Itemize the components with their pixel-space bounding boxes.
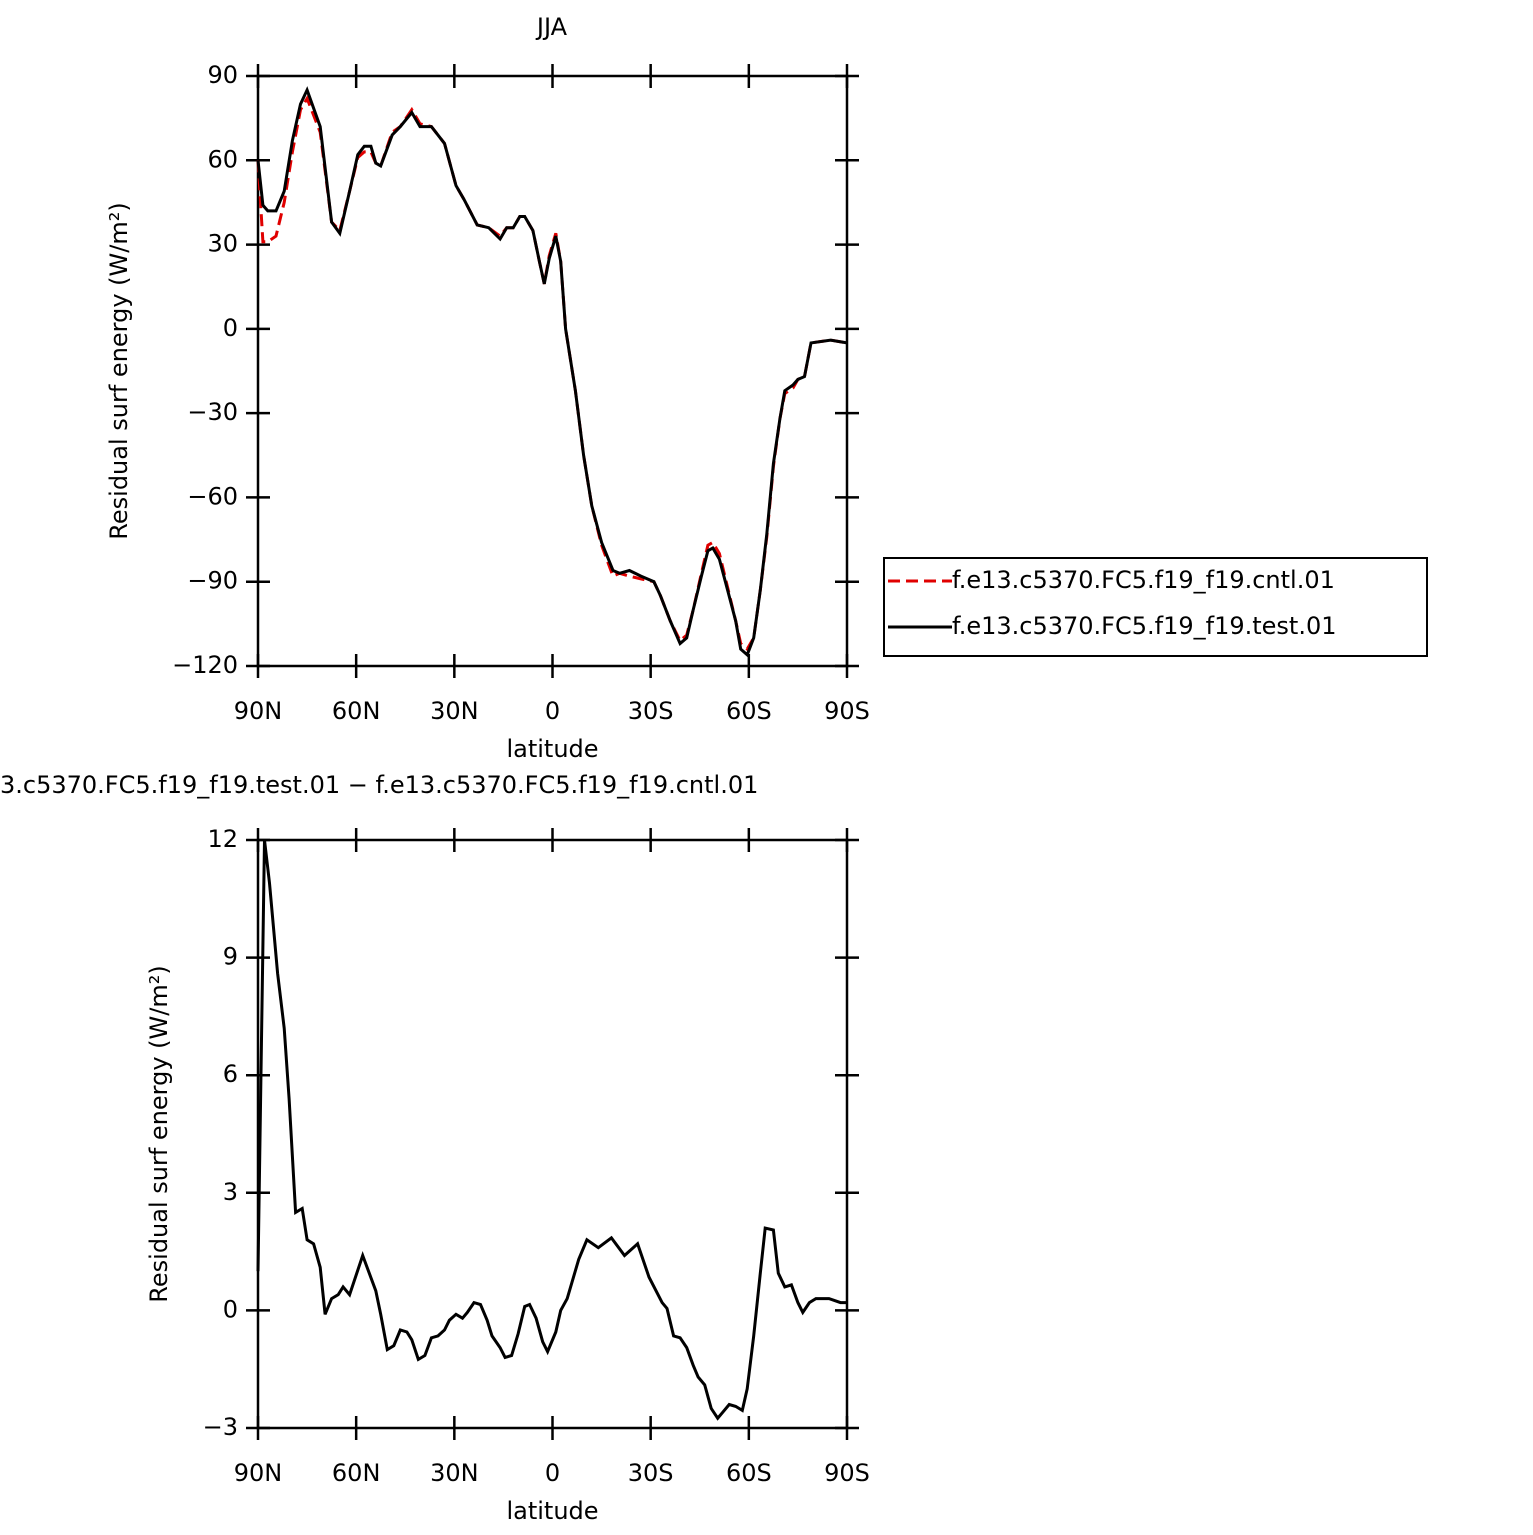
chart-title: 3.c5370.FC5.f19_f19.test.01 − f.e13.c537… (0, 771, 758, 799)
legend-label: f.e13.c5370.FC5.f19_f19.cntl.01 (952, 566, 1335, 594)
y-tick-label: −60 (187, 482, 238, 510)
y-axis-label: Residual surf energy (W/m²) (145, 965, 173, 1302)
y-tick-label: −120 (172, 651, 238, 679)
chart-title: JJA (535, 13, 568, 41)
x-tick-label: 60S (726, 697, 772, 725)
x-tick-label: 60S (726, 1459, 772, 1487)
line-series (256, 95, 848, 652)
x-tick-label: 90S (824, 1459, 870, 1487)
y-tick-label: −3 (203, 1413, 238, 1441)
line-series (256, 86, 848, 658)
x-tick-label: 30N (430, 697, 479, 725)
y-tick-label: −30 (187, 398, 238, 426)
x-tick-label: 90N (234, 697, 283, 725)
y-tick-label: 3 (223, 1178, 238, 1206)
y-tick-label: 30 (207, 230, 238, 258)
y-tick-label: 6 (223, 1060, 238, 1088)
y-tick-label: 0 (223, 1295, 238, 1323)
x-tick-label: 0 (545, 697, 560, 725)
x-tick-label: 30S (628, 1459, 674, 1487)
legend-label: f.e13.c5370.FC5.f19_f19.test.01 (952, 612, 1337, 640)
y-tick-label: −90 (187, 567, 238, 595)
x-axis-label: latitude (506, 1497, 598, 1525)
x-tick-label: 0 (545, 1459, 560, 1487)
x-tick-label: 90S (824, 697, 870, 725)
y-axis-label: Residual surf energy (W/m²) (105, 202, 133, 539)
plot-frame (256, 74, 849, 668)
y-tick-label: 0 (223, 314, 238, 342)
y-tick-label: 9 (223, 943, 238, 971)
x-tick-label: 60N (332, 1459, 381, 1487)
x-tick-label: 30S (628, 697, 674, 725)
legend-box (883, 557, 1428, 657)
x-tick-label: 60N (332, 697, 381, 725)
x-tick-label: 30N (430, 1459, 479, 1487)
line-series (256, 839, 847, 1421)
y-tick-label: 12 (207, 825, 238, 853)
y-tick-label: 90 (207, 61, 238, 89)
x-tick-label: 90N (234, 1459, 283, 1487)
x-axis-label: latitude (506, 735, 598, 763)
y-tick-label: 60 (207, 145, 238, 173)
